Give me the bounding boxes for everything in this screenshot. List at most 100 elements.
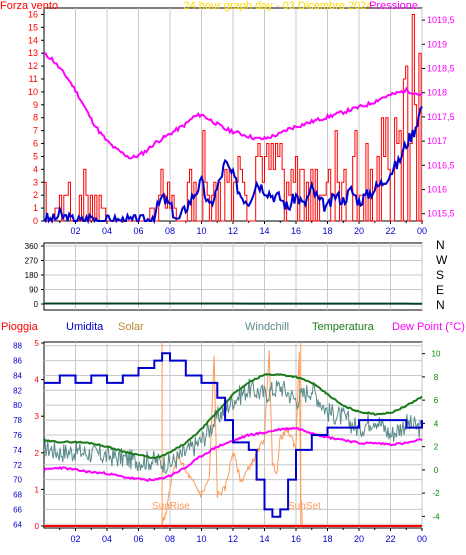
x-tick-label: 20 — [354, 226, 364, 236]
temperature-tick-label: 8 — [434, 373, 439, 382]
compass-label: W — [436, 253, 448, 267]
direction-tick-label: 90 — [29, 286, 38, 295]
direction-tick-label: 270 — [25, 257, 39, 266]
x-tick-label: 08 — [165, 534, 175, 544]
wind-direction-grid — [44, 243, 423, 310]
hour-axis-bottom: 02 04 06 08 10 12 14 16 18 20 22 00 — [59, 528, 427, 544]
x-tick-label: 00 — [417, 534, 427, 544]
x-tick-label: 16 — [291, 226, 301, 236]
y-right-tick-label: 1016 — [427, 185, 447, 195]
y-right-tick-label: 1017 — [427, 136, 447, 146]
x-tick-label: 02 — [70, 534, 80, 544]
pressure-title: Pressione — [369, 0, 418, 12]
y-left-tick-label: 15 — [28, 22, 38, 32]
y-left-tick-label: 9 — [33, 100, 38, 110]
temp-humidity-series — [43, 342, 423, 528]
y-left-tick-label: 16 — [28, 9, 38, 19]
x-tick-label: 04 — [102, 226, 112, 236]
direction-tick-label: 360 — [25, 242, 39, 251]
x-tick-label: 00 — [417, 226, 427, 236]
compass-label: N — [436, 238, 445, 252]
x-tick-label: 14 — [259, 226, 269, 236]
compass-label: S — [436, 268, 444, 282]
humidity-tick-label: 72 — [13, 461, 22, 470]
temperature-tick-label: 10 — [432, 350, 441, 359]
temperature-tick-label: -4 — [432, 512, 440, 521]
x-tick-label: 22 — [385, 534, 395, 544]
y-left-tick-label: 12 — [28, 61, 38, 71]
y-left-tick-label: 1 — [33, 203, 38, 213]
temperature-tick-label: 0 — [434, 466, 439, 475]
x-tick-label: 08 — [165, 226, 175, 236]
humidity-tick-label: 70 — [13, 476, 22, 485]
humidity-tick-label: 64 — [13, 520, 22, 529]
compass-label: E — [436, 283, 444, 297]
hour-axis-top: 02 04 06 08 10 12 14 16 18 20 22 00 — [59, 221, 427, 236]
y-left-tick-label: 7 — [33, 126, 38, 136]
x-tick-label: 04 — [102, 534, 112, 544]
temp-humidity-grid — [44, 342, 423, 528]
x-tick-label: 14 — [259, 534, 269, 544]
temperature-axis: -4 -2 0 2 4 6 8 10 — [422, 350, 441, 521]
y-right-tick-label: 1017,5 — [427, 112, 455, 122]
rain-tick-label: 3 — [35, 412, 40, 421]
wind-direction-axis: 0 90 180 270 360 — [25, 242, 44, 309]
sunrise-label: SunRise — [152, 501, 190, 512]
temperature-line — [43, 373, 423, 460]
solar-label: Solar — [118, 321, 144, 333]
y-left-tick-label: 3 — [33, 177, 38, 187]
pressure-axis: 1015,5 1016 1016,5 1017 1017,5 1018 1018,5 1019… — [422, 15, 455, 219]
graph-date-title: 24 hour graph day - 03 Dicembre 2024 — [184, 0, 373, 12]
x-tick-label: 06 — [133, 226, 143, 236]
y-right-tick-label: 1015,5 — [427, 209, 455, 219]
humidity-tick-label: 82 — [13, 386, 22, 395]
rain-tick-label: 2 — [35, 449, 40, 458]
humidity-label: Umidita — [66, 321, 104, 333]
y-right-tick-label: 1018 — [427, 88, 447, 98]
humidity-tick-label: 80 — [13, 401, 22, 410]
humidity-tick-label: 76 — [13, 431, 22, 440]
rain-axis: 0 1 2 3 4 5 — [35, 339, 44, 531]
y-right-tick-label: 1019,5 — [427, 15, 455, 25]
y-left-tick-label: 11 — [29, 74, 38, 84]
y-left-tick-label: 5 — [33, 151, 38, 161]
direction-tick-label: 180 — [25, 271, 39, 280]
x-tick-label: 06 — [133, 534, 143, 544]
sunset-label: SunSet — [288, 501, 321, 512]
rain-label: Pioggia — [1, 321, 39, 333]
rain-tick-label: 1 — [35, 485, 40, 494]
humidity-tick-label: 68 — [13, 491, 22, 500]
dewpoint-label: Dew Point (°C) — [392, 321, 465, 333]
temperature-tick-label: 6 — [434, 396, 439, 405]
y-left-tick-label: 2 — [33, 190, 38, 200]
x-tick-label: 18 — [322, 534, 332, 544]
humidity-axis: 64 66 68 70 72 74 76 78 80 82 84 86 88 — [13, 342, 22, 530]
x-tick-label: 10 — [196, 226, 206, 236]
x-tick-label: 10 — [196, 534, 206, 544]
x-tick-label: 22 — [385, 226, 395, 236]
wind-title: Forza vento — [0, 0, 58, 12]
temperature-tick-label: 4 — [434, 419, 439, 428]
wind-pressure-series — [43, 14, 424, 225]
compass-label: N — [436, 298, 445, 312]
y-right-tick-label: 1019 — [427, 39, 447, 49]
humidity-tick-label: 66 — [13, 505, 22, 514]
temperature-tick-label: -2 — [432, 489, 440, 498]
y-left-tick-label: 14 — [28, 35, 38, 45]
y-left-tick-label: 4 — [33, 164, 38, 174]
x-tick-label: 12 — [228, 226, 238, 236]
humidity-tick-label: 88 — [13, 342, 22, 351]
y-left-tick-label: 10 — [28, 87, 38, 97]
y-left-tick-label: 0 — [33, 216, 38, 226]
pressure-line — [44, 52, 423, 160]
y-left-tick-label: 8 — [33, 113, 38, 123]
direction-tick-label: 0 — [34, 300, 39, 309]
y-right-tick-label: 1016,5 — [427, 160, 455, 170]
rain-tick-label: 4 — [35, 376, 40, 385]
windchill-label: Windchill — [245, 321, 289, 333]
x-tick-label: 20 — [354, 534, 364, 544]
humidity-tick-label: 78 — [13, 416, 22, 425]
